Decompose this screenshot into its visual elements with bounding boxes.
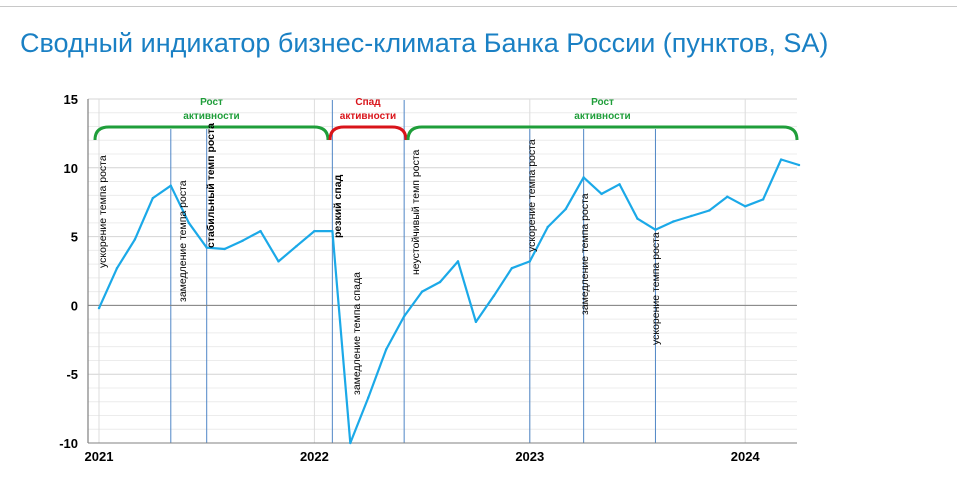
data-point xyxy=(385,348,388,351)
data-point xyxy=(744,205,747,208)
x-tick-label: 2022 xyxy=(300,449,329,464)
y-tick-label: 0 xyxy=(71,298,78,313)
series-layer xyxy=(97,158,801,445)
data-point xyxy=(582,176,585,179)
phase-label: Спад xyxy=(355,97,381,108)
data-point xyxy=(313,229,316,233)
data-point xyxy=(474,320,478,324)
data-point xyxy=(259,229,262,233)
data-point xyxy=(797,163,801,167)
x-tick-label: 2021 xyxy=(85,449,114,464)
y-tick-label: 5 xyxy=(71,230,78,245)
annotation-label: ускорение темпа роста xyxy=(650,232,662,345)
phase-braces: Рост активности Спад активности Рост активнос… xyxy=(93,97,799,141)
y-tick-label: 10 xyxy=(64,161,78,176)
annotation-label: стабильный темп роста xyxy=(205,123,217,248)
data-point xyxy=(223,247,226,251)
data-point xyxy=(151,196,155,200)
data-point xyxy=(492,294,496,297)
phase-label: Рост xyxy=(591,97,614,108)
annotation-label: ускорение темпа роста xyxy=(526,139,538,252)
y-tick-label: -5 xyxy=(66,367,78,382)
data-point xyxy=(169,184,172,187)
top-divider xyxy=(0,6,957,7)
annotation-label: неустойчивый темп роста xyxy=(410,149,422,275)
x-tick-label: 2024 xyxy=(731,449,761,464)
data-point xyxy=(367,396,370,399)
phase-divider-lines xyxy=(170,100,656,443)
data-point xyxy=(672,220,675,223)
data-point xyxy=(726,195,729,198)
data-point xyxy=(205,246,208,249)
phase-label: активности xyxy=(183,111,239,122)
data-point xyxy=(636,217,639,220)
data-point xyxy=(600,192,603,196)
page-title: Сводный индикатор бизнес-климата Банка Р… xyxy=(20,28,829,58)
data-point xyxy=(402,315,406,318)
annotation-label: замедление темпа роста xyxy=(579,193,591,315)
data-point xyxy=(528,260,531,263)
data-point xyxy=(654,228,657,231)
annotation-label: замедление темпа спада xyxy=(351,272,363,395)
phase-label: Рост xyxy=(200,97,223,108)
data-point xyxy=(510,267,514,270)
data-point xyxy=(187,221,190,225)
data-point xyxy=(97,306,101,310)
y-tick-label: 15 xyxy=(64,92,78,107)
data-point xyxy=(546,225,549,229)
axes xyxy=(87,99,797,444)
phase-label: активности xyxy=(574,111,630,122)
data-point xyxy=(761,198,765,201)
data-point xyxy=(331,229,334,233)
data-point xyxy=(115,267,119,270)
data-point xyxy=(277,260,280,263)
data-point xyxy=(295,245,298,248)
data-point xyxy=(618,183,621,186)
data-point xyxy=(564,207,567,211)
phase-brace xyxy=(328,125,408,141)
annotation-label: ускорение темпа роста xyxy=(97,155,109,268)
annotation-label: резкий спад xyxy=(332,174,344,238)
data-point xyxy=(690,214,693,218)
y-tick-label: -10 xyxy=(59,436,78,451)
data-point xyxy=(133,238,137,241)
data-point xyxy=(349,441,352,445)
annotation-label: замедление темпа роста xyxy=(177,180,189,302)
phase-brace xyxy=(93,125,330,141)
annotations: ускорение темпа роста замедление темпа ро… xyxy=(97,123,662,395)
phase-brace xyxy=(406,125,799,141)
x-tick-label: 2023 xyxy=(515,449,544,464)
data-point xyxy=(438,280,442,284)
data-point xyxy=(456,260,460,263)
phase-label: активности xyxy=(340,111,396,122)
data-point xyxy=(420,290,424,293)
series-line xyxy=(97,158,800,445)
axis-labels: 15 10 5 0 -5 -10 2021 2022 2023 2024 xyxy=(59,92,760,464)
data-point xyxy=(779,158,783,161)
grid-lines xyxy=(88,98,797,444)
data-point xyxy=(241,239,244,242)
data-point xyxy=(708,209,711,212)
